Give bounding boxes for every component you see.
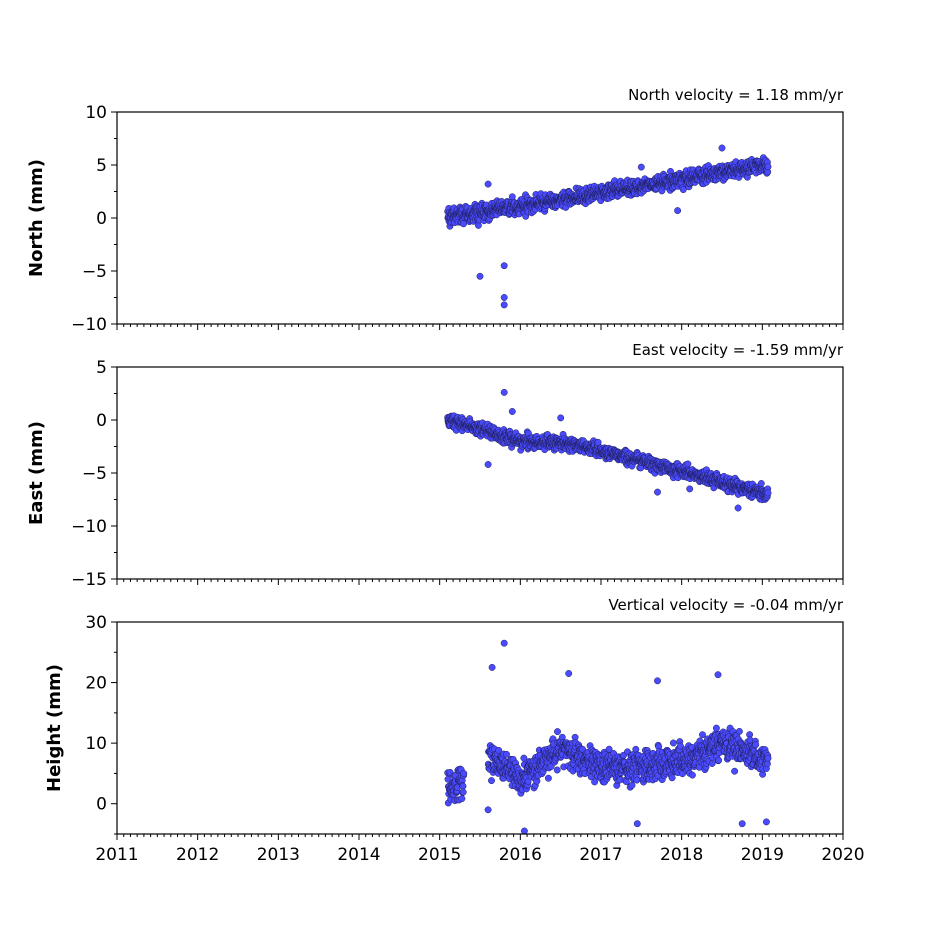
y-tick-label: 20 bbox=[85, 674, 107, 694]
data-point bbox=[500, 294, 508, 301]
x-tick-label: 2012 bbox=[176, 845, 219, 865]
data-point bbox=[628, 781, 636, 789]
x-tick-label: 2016 bbox=[499, 845, 542, 865]
data-point bbox=[637, 163, 645, 171]
data-point bbox=[458, 795, 466, 803]
y-tick-label: 0 bbox=[96, 411, 107, 431]
data-point bbox=[565, 670, 573, 677]
y-tick-label: 0 bbox=[96, 795, 107, 815]
height-panel: Vertical velocity = -0.04 mm/yr Height (m… bbox=[44, 596, 865, 865]
x-tick-label: 2019 bbox=[741, 845, 784, 865]
x-tick-label: 2014 bbox=[337, 845, 380, 865]
data-point bbox=[674, 207, 682, 215]
data-point bbox=[594, 438, 602, 446]
east-panel: East velocity = -1.59 mm/yr East (mm) 5 0 −5… bbox=[26, 341, 844, 590]
panel-title: North velocity = 1.18 mm/yr bbox=[628, 86, 844, 104]
data-point bbox=[500, 262, 508, 270]
data-point bbox=[557, 414, 565, 422]
data-point bbox=[762, 818, 770, 826]
data-point bbox=[699, 731, 706, 739]
data-point bbox=[715, 756, 723, 764]
data-point bbox=[495, 746, 503, 754]
data-point bbox=[686, 485, 694, 493]
data-point bbox=[553, 766, 561, 774]
data-point bbox=[669, 739, 677, 747]
y-tick-label: 5 bbox=[96, 358, 107, 378]
plot-frame bbox=[116, 621, 844, 835]
y-axis-label: East (mm) bbox=[26, 421, 47, 525]
data-point bbox=[460, 220, 467, 228]
data-point bbox=[764, 489, 772, 497]
data-point bbox=[668, 774, 676, 782]
data-point bbox=[752, 741, 760, 749]
y-tick-label: 10 bbox=[85, 734, 107, 754]
data-point bbox=[633, 820, 641, 828]
data-point bbox=[654, 488, 661, 496]
x-tick-label: 2017 bbox=[579, 845, 622, 865]
data-point bbox=[459, 782, 467, 790]
data-point bbox=[508, 408, 516, 415]
data-point bbox=[484, 806, 492, 814]
x-tick-label: 2018 bbox=[660, 845, 703, 865]
data-point bbox=[731, 767, 739, 775]
data-point bbox=[757, 480, 765, 487]
data-point bbox=[714, 671, 722, 679]
plot-frame bbox=[116, 366, 844, 580]
data-point bbox=[484, 461, 492, 468]
x-tick-label: 2015 bbox=[418, 845, 461, 865]
panel-title: Vertical velocity = -0.04 mm/yr bbox=[608, 596, 843, 614]
data-point bbox=[460, 770, 468, 777]
data-point bbox=[764, 754, 772, 762]
x-tick-label: 2020 bbox=[821, 845, 864, 865]
data-point bbox=[488, 663, 496, 671]
data-point bbox=[688, 771, 696, 779]
y-tick-label: 5 bbox=[96, 156, 107, 176]
data-point bbox=[484, 180, 492, 188]
y-tick-label: −15 bbox=[71, 570, 107, 590]
data-point bbox=[503, 750, 510, 758]
y-tick-label: −10 bbox=[71, 517, 107, 537]
data-point bbox=[544, 774, 552, 782]
data-point bbox=[764, 163, 772, 171]
y-axis-label: Height (mm) bbox=[44, 664, 65, 792]
x-tick-label: 2011 bbox=[95, 845, 138, 865]
data-point bbox=[500, 388, 508, 396]
data-point bbox=[712, 724, 720, 732]
data-point bbox=[500, 639, 508, 647]
data-point bbox=[476, 272, 484, 280]
y-tick-label: 0 bbox=[96, 209, 107, 229]
y-tick-label: 10 bbox=[85, 103, 107, 123]
data-point bbox=[679, 186, 687, 194]
data-points bbox=[444, 144, 772, 309]
data-point bbox=[718, 144, 726, 152]
data-point bbox=[500, 301, 508, 309]
data-point bbox=[676, 742, 684, 750]
data-point bbox=[735, 727, 743, 735]
y-tick-label: −5 bbox=[82, 464, 107, 484]
data-point bbox=[734, 504, 742, 512]
data-point bbox=[738, 820, 746, 828]
data-point bbox=[554, 728, 561, 736]
data-point bbox=[654, 677, 661, 685]
x-tick-label: 2013 bbox=[257, 845, 300, 865]
data-point bbox=[605, 745, 613, 753]
y-tick-label: 30 bbox=[85, 613, 107, 633]
data-point bbox=[591, 778, 599, 786]
data-point bbox=[520, 827, 528, 835]
north-panel: North velocity = 1.18 mm/yr North (mm) 10 5… bbox=[26, 86, 844, 335]
y-tick-label: −5 bbox=[82, 262, 107, 282]
data-points bbox=[444, 639, 772, 835]
data-point bbox=[488, 777, 495, 785]
data-points bbox=[444, 388, 772, 512]
y-axis-label: North (mm) bbox=[26, 159, 47, 277]
data-point bbox=[708, 760, 716, 767]
panel-title: East velocity = -1.59 mm/yr bbox=[632, 341, 844, 359]
y-tick-label: −10 bbox=[71, 315, 107, 335]
data-point bbox=[508, 193, 516, 201]
data-point bbox=[459, 788, 467, 796]
